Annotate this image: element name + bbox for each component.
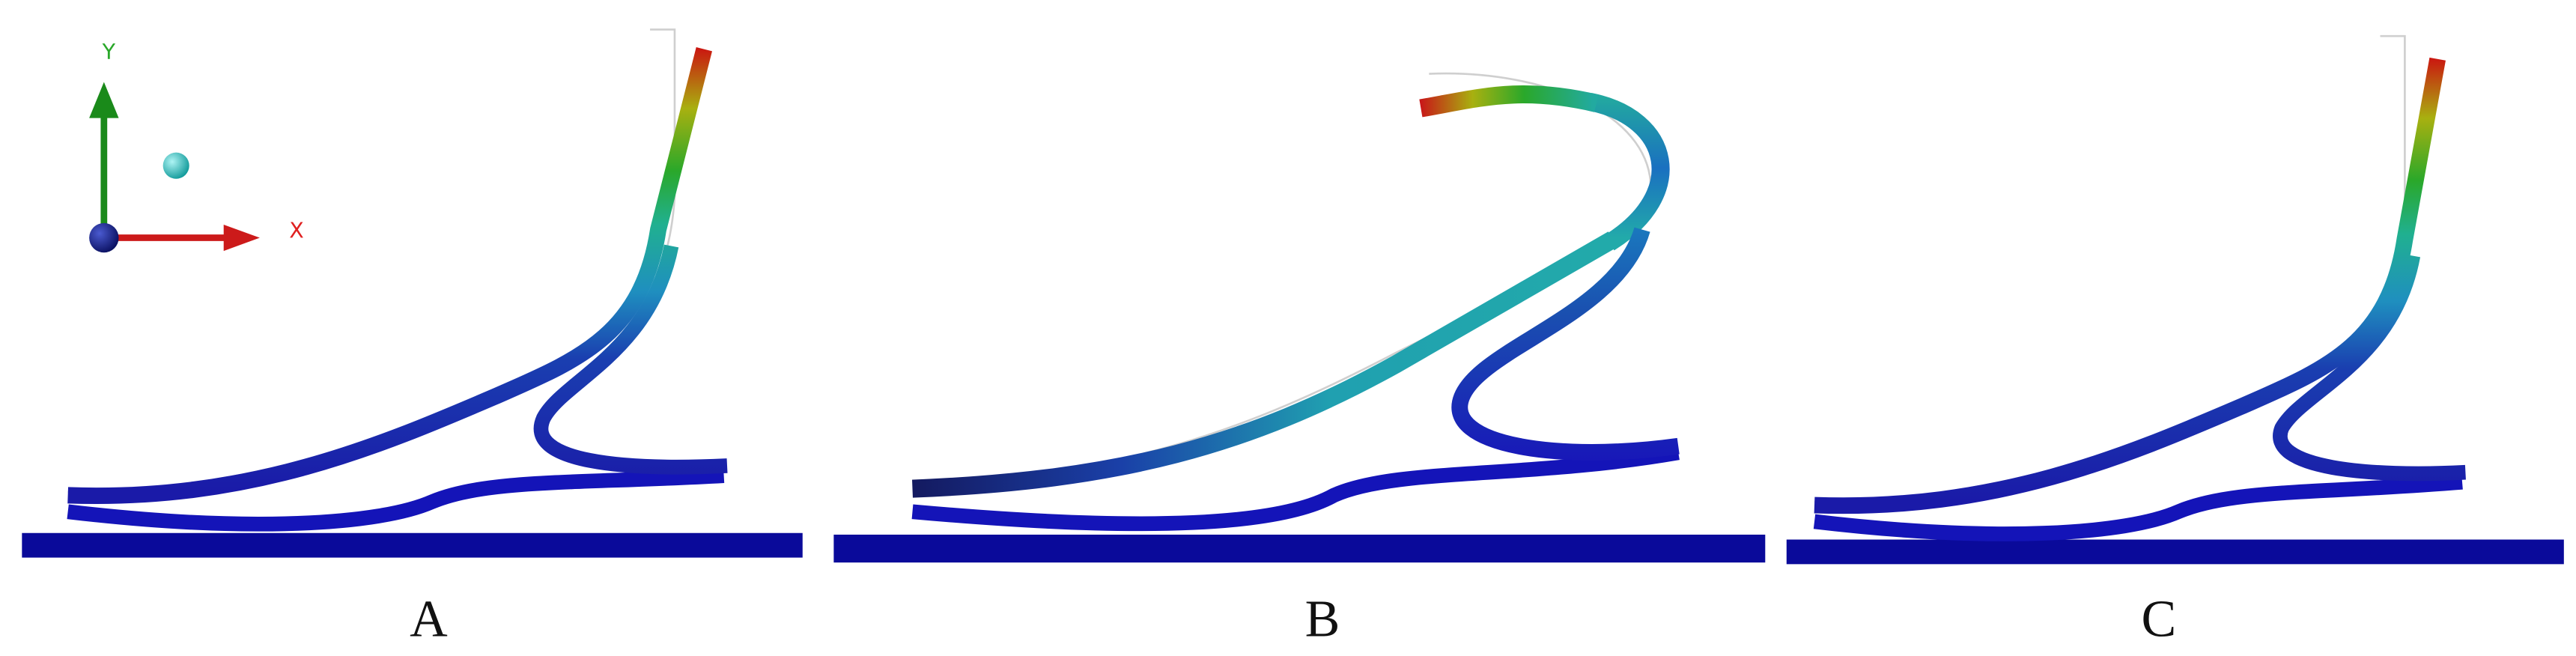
actuator-curl [1588, 92, 1670, 251]
panel-a: A [22, 28, 803, 649]
actuator-tip [1419, 85, 1599, 118]
axes-triad: Y X [89, 40, 304, 253]
base-strip [67, 468, 725, 532]
panel-label: C [2142, 591, 2177, 649]
undeformed-outline [1814, 34, 2406, 503]
actuator-arm [1814, 57, 2446, 514]
y-label: Y [102, 40, 116, 64]
actuator-loop [1451, 227, 1680, 461]
undeformed-outline [67, 28, 676, 493]
actuator-loop [533, 244, 728, 475]
panel-label: A [410, 591, 448, 649]
actuator-arm [912, 231, 1617, 498]
origin-sphere [89, 222, 119, 253]
actuator-arm [67, 46, 712, 504]
panel-c: C [1786, 34, 2564, 649]
base-strip [911, 445, 1680, 532]
actuator-loop [2273, 254, 2466, 482]
base-strip [1813, 475, 2463, 541]
x-arrow-head [223, 225, 260, 252]
y-arrow-head [89, 82, 119, 118]
panel-label: B [1305, 591, 1340, 649]
view-sphere [162, 152, 189, 179]
ground-plate [1786, 539, 2564, 565]
ground-plate [833, 534, 1766, 563]
ground-plate [22, 532, 803, 558]
panel-b: B [833, 72, 1766, 649]
x-label: X [289, 219, 304, 243]
